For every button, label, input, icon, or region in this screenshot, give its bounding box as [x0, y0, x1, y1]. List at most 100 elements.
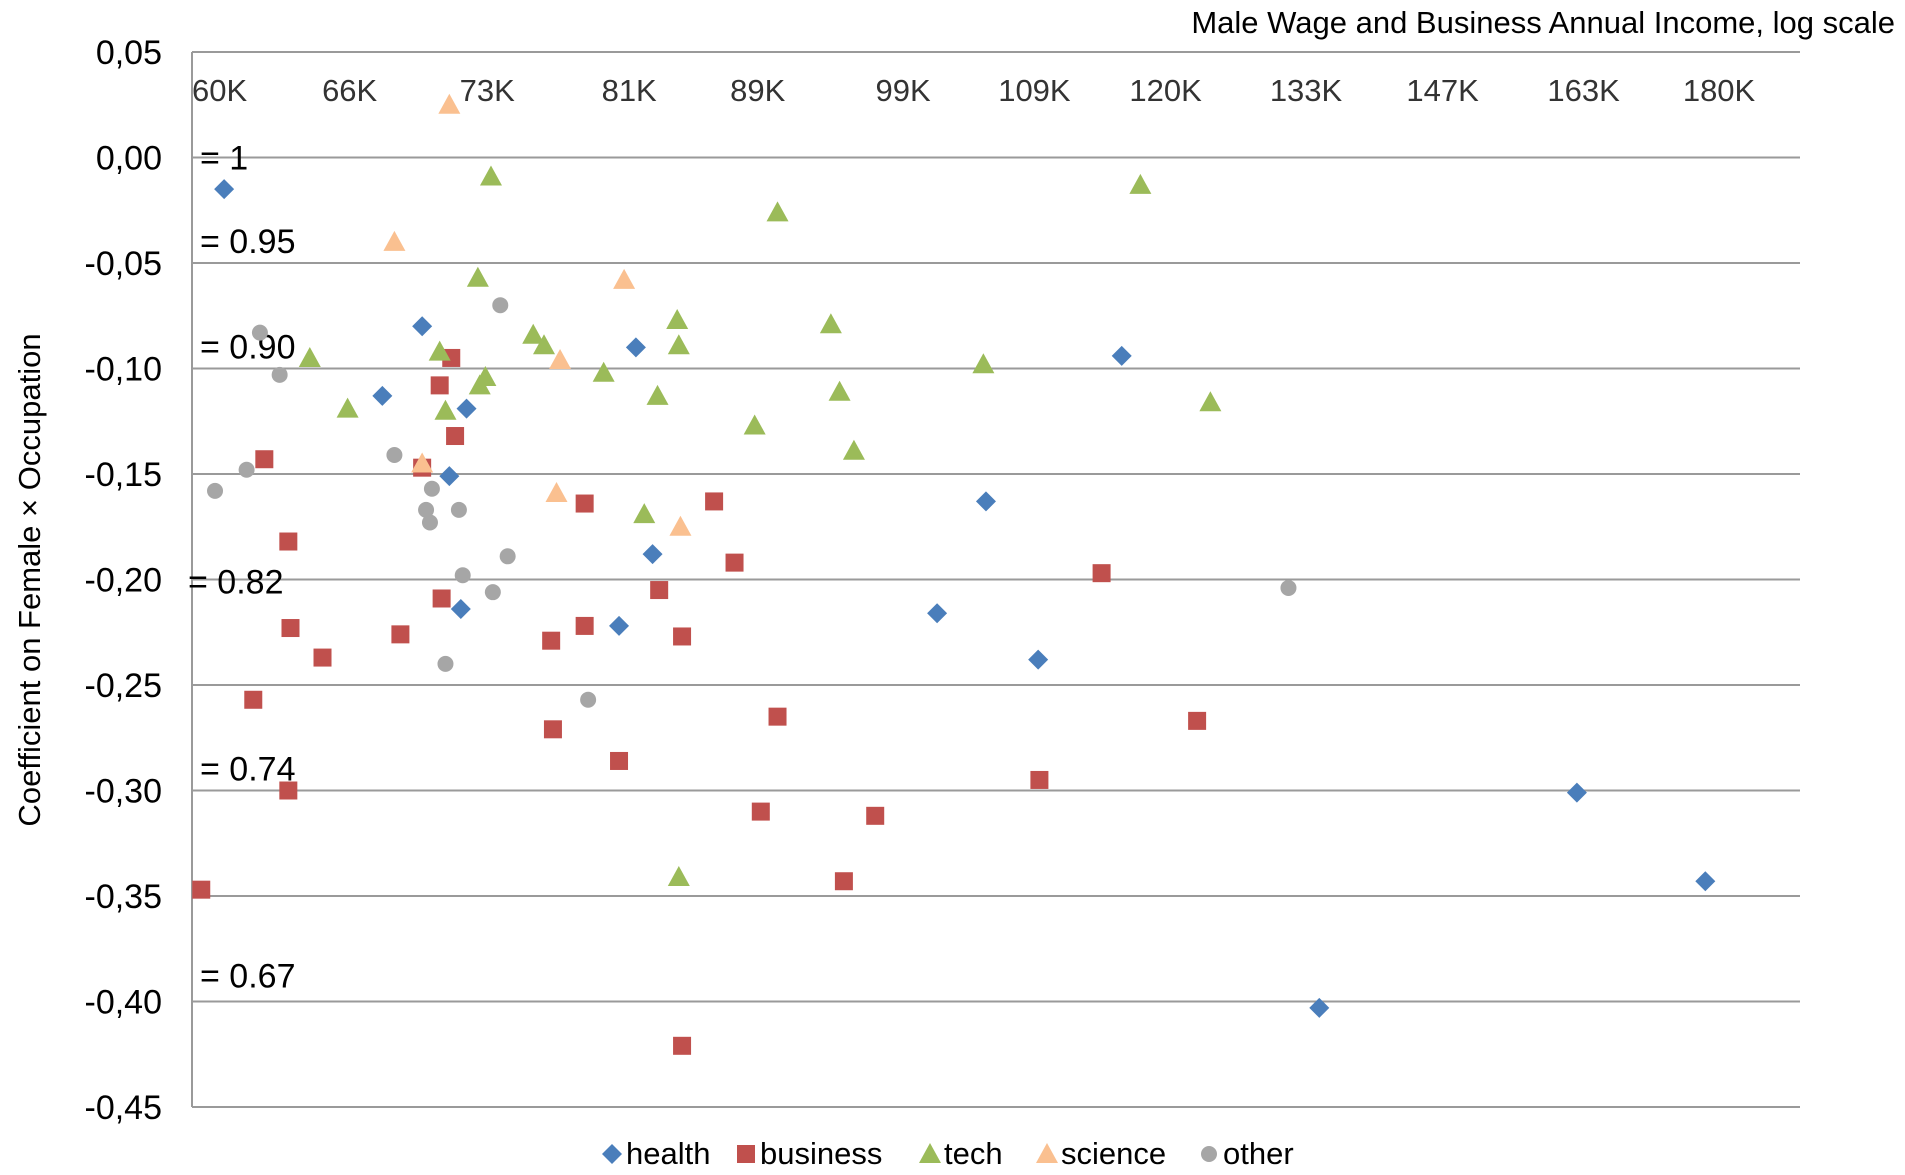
legend-label-science: science	[1061, 1136, 1166, 1171]
annotation-label: = 0.90	[200, 329, 295, 367]
business-point	[391, 625, 410, 644]
other-point	[238, 461, 255, 478]
tech-point	[842, 439, 865, 460]
business-point	[768, 707, 787, 726]
business-point	[432, 589, 451, 608]
y-tick-label: -0,20	[85, 562, 163, 600]
other-point	[580, 691, 597, 708]
annotation-label: = 0.67	[200, 958, 295, 996]
x-tick-label: 60K	[192, 73, 247, 108]
tech-point	[1129, 173, 1152, 194]
other-point	[421, 514, 438, 531]
legend-label-tech: tech	[944, 1136, 1003, 1171]
y-tick-label: -0,15	[85, 456, 163, 494]
y-tick-label: -0,05	[85, 245, 163, 283]
x-tick-label: 66K	[322, 73, 377, 108]
health-point	[625, 337, 646, 358]
business-point	[1188, 711, 1207, 730]
business-point	[313, 648, 332, 667]
business-point	[673, 1036, 692, 1055]
tech-point	[434, 399, 457, 420]
x-tick-label: 89K	[730, 73, 785, 108]
tech-point	[522, 323, 545, 344]
business-point	[279, 781, 298, 800]
other-point	[454, 567, 471, 584]
health-point	[372, 385, 393, 406]
business-point	[1030, 770, 1049, 789]
y-tick-label: -0,35	[85, 878, 163, 916]
health-point	[609, 615, 630, 636]
business-point	[430, 376, 449, 395]
x-tick-label: 81K	[602, 73, 657, 108]
business-point	[192, 880, 211, 899]
annotations: = 1= 0.95= 0.90= 0.82= 0.74= 0.67	[188, 140, 295, 996]
y-tick-label: 0,05	[96, 34, 162, 72]
annotation-label: = 0.82	[188, 564, 283, 602]
x-tick-label: 147K	[1406, 73, 1479, 108]
other-point	[437, 655, 454, 672]
tech-point	[633, 503, 656, 524]
chart-title: Male Wage and Business Annual Income, lo…	[1191, 5, 1895, 40]
legend-label-other: other	[1223, 1136, 1294, 1171]
x-tick-label: 133K	[1270, 73, 1343, 108]
business-point	[255, 450, 274, 469]
health-point	[1309, 997, 1330, 1018]
science-point	[411, 452, 434, 473]
business-point	[543, 720, 562, 739]
health-point	[450, 599, 471, 620]
other-point	[499, 548, 516, 565]
health-point	[1566, 782, 1587, 803]
other-point	[450, 501, 467, 518]
tech-point	[298, 346, 321, 367]
business-point	[279, 532, 298, 551]
legend-marker-other	[1201, 1146, 1217, 1162]
tech-point	[972, 353, 995, 374]
y-tick-label: 0,00	[96, 140, 162, 178]
science-point	[383, 230, 406, 251]
tech-point	[666, 308, 689, 329]
health-point	[1695, 871, 1716, 892]
business-point	[446, 427, 465, 446]
tech-point	[428, 340, 451, 361]
other-point	[418, 501, 435, 518]
y-tick-label: -0,30	[85, 773, 163, 811]
other-point	[251, 324, 268, 341]
science-point	[669, 515, 692, 536]
other-point	[484, 584, 501, 601]
business-point	[725, 553, 744, 572]
health-point	[439, 466, 460, 487]
gridlines	[192, 51, 1800, 1108]
health-point	[1028, 649, 1049, 670]
x-tick-label: 109K	[998, 73, 1071, 108]
other-point	[386, 447, 403, 464]
legend-marker-tech	[919, 1143, 941, 1163]
business-point	[575, 494, 594, 513]
health-point	[927, 603, 948, 624]
business-point	[244, 690, 263, 709]
tech-point	[819, 313, 842, 334]
other-point	[492, 297, 509, 314]
business-point	[442, 348, 461, 367]
health-point	[642, 544, 663, 565]
legend-label-health: health	[626, 1136, 710, 1171]
business-point	[542, 631, 561, 650]
x-tick-label: 120K	[1129, 73, 1202, 108]
other-point	[423, 480, 440, 497]
x-tick-label: 99K	[875, 73, 930, 108]
health-point	[975, 491, 996, 512]
x-tick-labels: 60K 66K 73K 81K 89K 99K 109K 120K 133K 147K 163K 18…	[192, 73, 1756, 108]
business-point	[705, 492, 724, 511]
tech-point	[766, 201, 789, 222]
health-point	[456, 398, 477, 419]
business-point	[281, 619, 300, 638]
tech-point	[743, 414, 766, 435]
other-point	[207, 482, 224, 499]
science-point	[549, 349, 572, 370]
tech-point	[474, 365, 497, 386]
tech-point	[1199, 391, 1222, 412]
x-tick-label: 163K	[1547, 73, 1620, 108]
annotation-label: = 1	[200, 140, 248, 178]
legend-marker-health	[602, 1144, 622, 1164]
business-point	[1092, 564, 1111, 583]
y-tick-label: -0,25	[85, 667, 163, 705]
